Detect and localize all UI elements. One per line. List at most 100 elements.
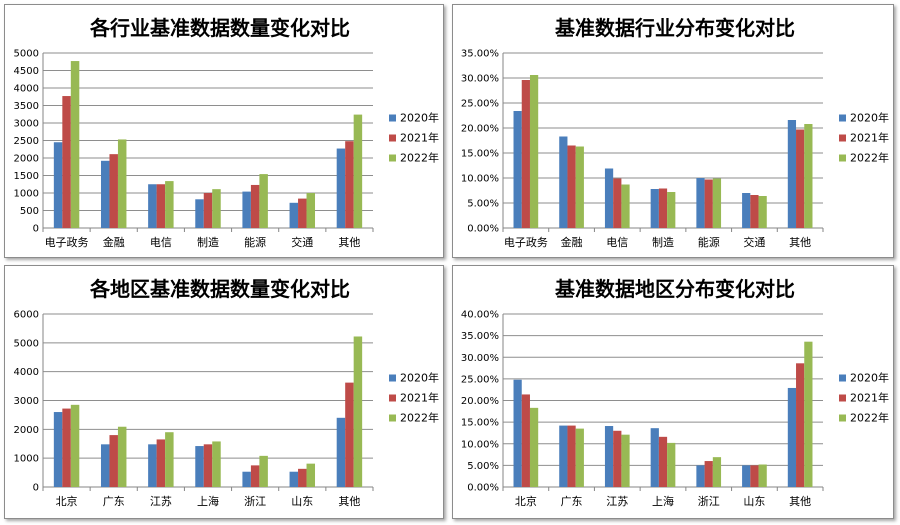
- bar: [758, 196, 767, 228]
- bar: [259, 455, 268, 487]
- bar: [109, 435, 118, 487]
- y-tick-label: 1500: [14, 171, 39, 182]
- y-tick-label: 5.00%: [467, 461, 499, 472]
- bar: [750, 465, 759, 487]
- bar: [704, 179, 713, 228]
- x-tick-label: 浙江: [244, 495, 266, 508]
- y-tick-label: 40.00%: [461, 310, 499, 321]
- x-tick-label: 电子政务: [45, 235, 89, 249]
- bar: [704, 461, 713, 487]
- chart-panel-region-share: 基准数据地区分布变化对比 0.00% 5.00% 10.00% 15.00% 20.00%…: [452, 265, 894, 519]
- bar: [306, 193, 316, 228]
- chart-panel-industry-count: 各行业基准数据数量变化对比 0 500 1000 1500 2000 2500 3000 350…: [4, 4, 444, 258]
- x-tick-label: 交通: [291, 235, 313, 249]
- bar: [712, 178, 722, 228]
- bar: [604, 426, 614, 487]
- bar: [203, 193, 213, 228]
- bar: [621, 184, 630, 228]
- bar: [62, 408, 71, 487]
- bar: [513, 379, 522, 487]
- y-tick-label: 4000: [14, 367, 39, 378]
- legend-swatch: [839, 154, 846, 162]
- bar: [156, 439, 166, 487]
- x-tick-label: 北京: [515, 494, 537, 508]
- bar: [345, 382, 354, 487]
- y-tick-label: 30.00%: [461, 74, 499, 85]
- chart-panel-industry-share: 基准数据行业分布变化对比 0.00% 5.00% 10.00% 15.00% 20.00%…: [452, 4, 894, 258]
- y-tick-label: 0.00%: [467, 224, 499, 235]
- y-tick-label: 2000: [14, 425, 39, 436]
- y-tick-label: 4000: [14, 84, 39, 95]
- bar: [796, 363, 805, 487]
- y-tick-label: 15.00%: [461, 149, 499, 160]
- bar: [650, 428, 659, 487]
- bar: [195, 446, 204, 487]
- bar: [298, 198, 307, 228]
- chart-title: 各地区基准数据数量变化对比: [89, 277, 350, 301]
- legend-label: 2020年: [850, 371, 889, 385]
- y-tick-label: 20.00%: [461, 396, 499, 407]
- chart-panel-region-count: 各地区基准数据数量变化对比 0 1000 2000 3000 4000 5000 6000 北京…: [4, 265, 444, 519]
- bar: [345, 141, 354, 228]
- bar: [650, 189, 659, 228]
- bar: [529, 75, 539, 228]
- bar: [53, 412, 63, 487]
- bar: [559, 136, 568, 228]
- chart-title: 基准数据地区分布变化对比: [555, 277, 795, 301]
- x-tick-label: 广东: [103, 495, 125, 508]
- x-tick-label: 交通: [743, 235, 765, 249]
- legend-label: 2022年: [850, 411, 889, 425]
- bar: [575, 428, 584, 487]
- bar: [100, 160, 110, 228]
- bar: [53, 142, 63, 228]
- bar: [306, 463, 316, 487]
- bar: [100, 444, 110, 487]
- x-tick-label: 广东: [561, 495, 583, 508]
- x-tick-label: 江苏: [606, 495, 628, 508]
- bar: [353, 336, 363, 487]
- y-tick-label: 6000: [14, 310, 39, 321]
- x-tick-label: 电信: [606, 236, 628, 249]
- bar: [289, 471, 299, 487]
- y-tick-label: 5.00%: [467, 199, 499, 210]
- bar: [148, 184, 157, 228]
- x-tick-label: 制造: [197, 235, 219, 249]
- legend-swatch: [839, 134, 846, 142]
- chart-svg: 基准数据行业分布变化对比 0.00% 5.00% 10.00% 15.00% 20.00%…: [461, 16, 889, 249]
- bar: [667, 192, 676, 228]
- bar: [250, 184, 260, 228]
- x-tick-label: 上海: [197, 494, 219, 508]
- bar: [613, 178, 622, 228]
- bar: [165, 432, 174, 487]
- legend-label: 2022年: [850, 151, 889, 165]
- legend-swatch: [839, 374, 846, 382]
- legend-swatch: [389, 154, 396, 162]
- legend-label: 2021年: [850, 391, 889, 405]
- legend-swatch: [839, 394, 846, 402]
- chart-svg: 各行业基准数据数量变化对比 0 500 1000 1500 2000 2500 3000 350…: [14, 16, 439, 249]
- y-tick-label: 35.00%: [461, 49, 499, 60]
- x-tick-label: 其他: [789, 236, 811, 249]
- x-tick-label: 能源: [698, 235, 720, 249]
- y-tick-label: 1000: [14, 454, 39, 465]
- y-tick-label: 3500: [14, 101, 39, 112]
- legend-swatch: [389, 134, 396, 142]
- y-tick-label: 1000: [14, 189, 39, 200]
- bar: [567, 425, 576, 487]
- bar: [621, 434, 630, 487]
- bar: [804, 341, 813, 487]
- bar: [696, 178, 705, 228]
- bar: [750, 195, 759, 228]
- bar: [212, 441, 221, 487]
- bar: [804, 124, 813, 228]
- x-tick-label: 其他: [338, 236, 360, 249]
- bar: [148, 444, 157, 487]
- legend-swatch: [389, 374, 396, 382]
- y-tick-label: 0.00%: [467, 483, 499, 494]
- bar: [575, 146, 584, 228]
- bar: [658, 188, 668, 228]
- x-tick-label: 江苏: [150, 495, 172, 508]
- bar: [758, 464, 767, 487]
- y-tick-label: 3000: [14, 396, 39, 407]
- bar: [165, 181, 174, 228]
